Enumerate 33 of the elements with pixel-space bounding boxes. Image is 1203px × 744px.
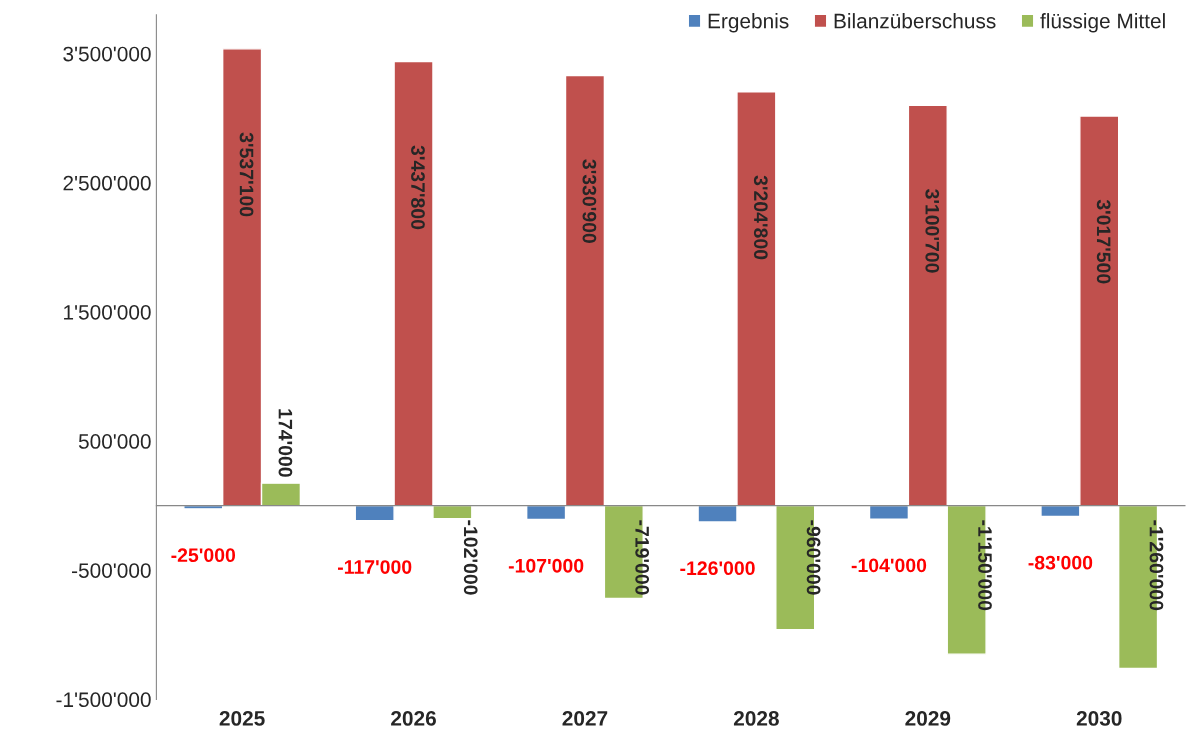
data-label: 3'537'100	[239, 132, 254, 217]
data-label: -104'000	[851, 558, 927, 573]
x-tick-label: 2027	[562, 711, 608, 726]
x-tick-label: 2026	[391, 711, 436, 726]
x-tick-label: 2029	[905, 711, 951, 726]
y-tick-label: 3'500'000	[63, 46, 151, 62]
x-tick-label: 2028	[733, 711, 779, 726]
y-tick-label: 500'000	[78, 434, 151, 449]
data-label: -117'000	[337, 560, 412, 574]
data-label: 3'437'800	[411, 145, 425, 230]
x-tick-label: 2030	[1076, 711, 1122, 726]
legend-label: Bilanzüberschuss	[834, 13, 996, 29]
data-label: 3'330'900	[582, 159, 597, 243]
legend-label: flüssige Mittel	[1040, 13, 1165, 33]
data-label: 3'100'700	[925, 188, 940, 273]
data-label: -126'000	[680, 561, 755, 576]
y-tick-label: -1'500'000	[56, 692, 151, 708]
data-label: -83'000	[1028, 555, 1093, 570]
y-tick-label: 2'500'000	[63, 175, 151, 191]
data-label: -1'260'000	[1149, 520, 1164, 611]
data-label: -25'000	[171, 548, 236, 563]
data-label: -107'000	[508, 558, 584, 573]
x-tick-label: 2025	[219, 711, 265, 726]
legend-label: Ergebnis	[708, 13, 789, 33]
data-label: -1'150'000	[978, 520, 992, 611]
data-label: 3'204'800	[753, 175, 768, 260]
data-label: -102'000	[463, 520, 478, 595]
data-label: 174'000	[278, 409, 293, 477]
data-label: -960'000	[806, 520, 821, 595]
data-label: -719'000	[635, 520, 650, 595]
y-tick-label: 1'500'000	[64, 304, 151, 320]
data-label: 3'017'500	[1096, 199, 1111, 284]
y-tick-label: -500'000	[72, 563, 151, 578]
